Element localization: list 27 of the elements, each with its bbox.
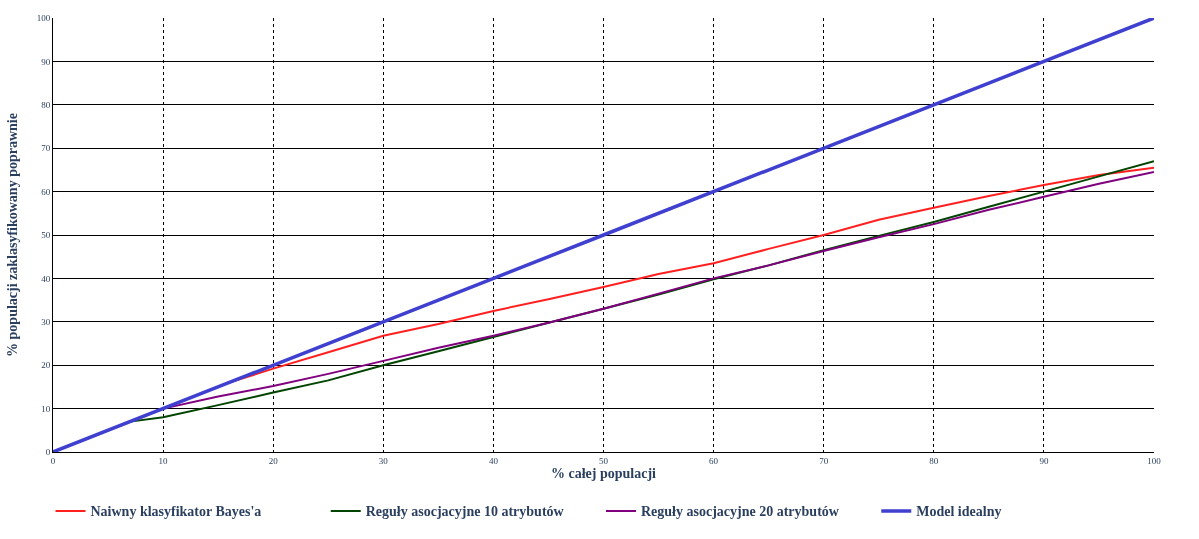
legend-label: Naiwny klasyfikator Bayes'a [90, 504, 262, 520]
x-tick-label: 90 [1039, 455, 1049, 466]
y-tick-label: 30 [41, 316, 51, 327]
x-tick-label: 70 [819, 455, 829, 466]
x-tick-label: 80 [929, 455, 939, 466]
y-tick-label: 60 [41, 186, 51, 197]
y-tick-label: 100 [36, 13, 51, 24]
legend-label: Reguły asocjacyjne 20 atrybutów [641, 504, 840, 520]
y-tick-label: 40 [41, 273, 51, 284]
x-tick-label: 20 [268, 455, 279, 466]
y-tick-label: 20 [41, 360, 51, 371]
x-axis-title: % całej populacji [551, 465, 657, 481]
x-tick-label: 100 [1147, 455, 1162, 466]
x-tick-label: 10 [158, 455, 169, 466]
y-tick-label: 80 [41, 99, 51, 110]
y-tick-label: 50 [41, 230, 51, 241]
x-tick-label: 50 [599, 455, 609, 466]
x-tick-label: 60 [709, 455, 719, 466]
y-axis-title: % populacji zaklasyfikowany poprawnie [5, 113, 21, 357]
x-tick-label: 30 [378, 455, 389, 466]
y-tick-label: 0 [45, 447, 51, 458]
legend-label: Reguły asocjacyjne 10 atrybutów [365, 504, 565, 520]
y-tick-label: 70 [41, 143, 51, 154]
y-tick-label: 10 [41, 403, 51, 414]
y-tick-label: 90 [41, 56, 51, 67]
legend-label: Model idealny [916, 504, 1002, 520]
x-tick-label: 40 [488, 455, 499, 466]
